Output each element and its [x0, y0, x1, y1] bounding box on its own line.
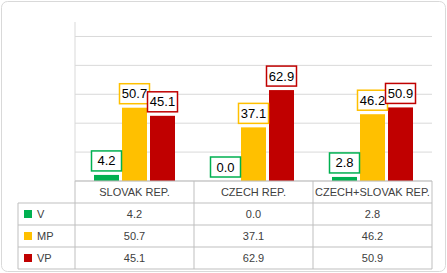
bar	[122, 108, 147, 181]
legend-label: MP	[37, 230, 54, 242]
y-axis-line	[75, 22, 76, 181]
category-label: CZECH+SLOVAK REP.	[315, 186, 430, 198]
legend-swatch	[24, 210, 32, 218]
table-row-line	[18, 203, 432, 204]
table-row-line	[75, 181, 432, 182]
data-label-box	[358, 90, 388, 110]
table-value: 45.1	[124, 252, 145, 264]
bar	[332, 177, 357, 181]
table-row-line	[18, 225, 432, 226]
category-label: CZECH REP.	[221, 186, 286, 198]
data-table: SLOVAK REP. CZECH REP. CZECH+SLOVAK REP. V 4…	[18, 181, 432, 269]
grid-line	[75, 65, 432, 66]
data-label-box	[267, 66, 297, 86]
table-value: 37.1	[243, 230, 264, 242]
legend-label: V	[37, 208, 45, 220]
data-label-box	[120, 84, 150, 104]
table-col-line	[313, 181, 314, 269]
data-label: 4.2	[97, 153, 115, 168]
table-col-line	[432, 181, 433, 269]
data-label-box	[211, 157, 241, 177]
table-col-line	[75, 181, 76, 269]
table-value: 62.9	[243, 252, 264, 264]
table-value: 50.9	[362, 252, 383, 264]
data-labels: 4.2 0.0 2.8 50.7 37.1 46.2 45.1 62.9 50.9	[92, 66, 416, 177]
table-value: 50.7	[124, 230, 145, 242]
legend-swatch	[24, 254, 32, 262]
bar	[241, 127, 266, 181]
table-col-line	[194, 181, 195, 269]
bar	[269, 90, 294, 181]
data-label: 62.9	[269, 69, 294, 84]
grid-line	[75, 36, 432, 37]
data-label: 2.8	[335, 155, 353, 170]
data-label: 46.2	[360, 93, 385, 108]
data-label-box	[148, 92, 178, 112]
table-col-line	[18, 203, 19, 269]
data-label: 37.1	[241, 106, 266, 121]
data-label-box	[239, 103, 269, 123]
bar	[360, 114, 385, 181]
data-label-box	[330, 153, 360, 173]
data-label: 0.0	[216, 160, 234, 175]
data-label: 50.7	[122, 86, 147, 101]
table-row-line	[18, 269, 432, 270]
table-value: 4.2	[127, 208, 142, 220]
bar	[388, 107, 413, 181]
chart-svg: 4.20.02.850.737.146.245.162.950.9SLOVAK …	[0, 0, 447, 273]
data-label: 50.9	[388, 86, 413, 101]
legend-label: VP	[37, 252, 52, 264]
legend-swatch	[24, 232, 32, 240]
bar	[94, 175, 119, 181]
data-label: 45.1	[150, 94, 175, 109]
table-row-line	[18, 247, 432, 248]
chart-container: 4.20.02.850.737.146.245.162.950.9SLOVAK …	[0, 0, 447, 273]
table-value: 0.0	[246, 208, 261, 220]
grid-line	[75, 181, 432, 182]
table-value: 46.2	[362, 230, 383, 242]
table-value: 2.8	[365, 208, 380, 220]
bar	[150, 116, 175, 181]
category-label: SLOVAK REP.	[99, 186, 170, 198]
data-label-box	[386, 83, 416, 103]
data-label-box	[92, 151, 122, 171]
chart-frame	[2, 2, 446, 272]
